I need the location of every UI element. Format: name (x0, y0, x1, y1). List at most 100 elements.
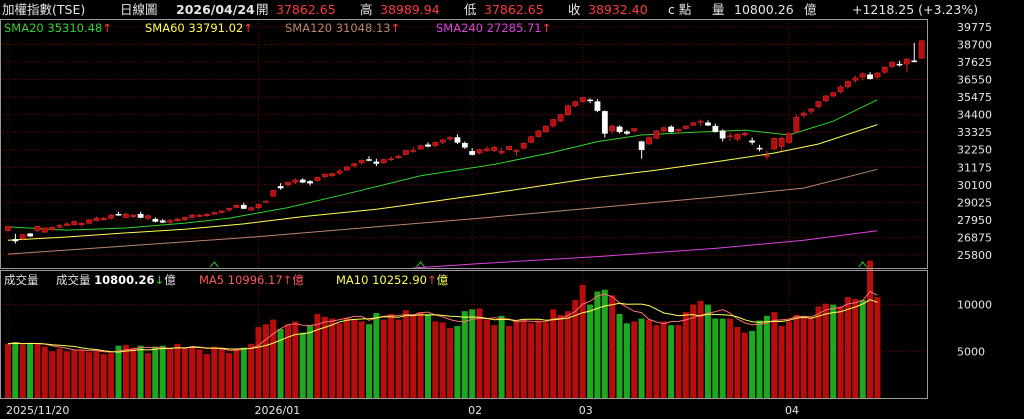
volume-bar (226, 353, 232, 398)
volume-bar (867, 260, 873, 398)
candle (314, 177, 321, 181)
candle (248, 207, 255, 211)
volume-bar (366, 324, 372, 398)
volume-bar (631, 321, 638, 398)
volume-bar (329, 318, 336, 398)
volume-value: 10800.26 (734, 2, 794, 17)
volume-bar (498, 315, 505, 398)
candle (380, 159, 387, 164)
volume-bar (100, 354, 107, 398)
volume-bar (145, 353, 151, 398)
volume-axis: 5000 10000 (957, 299, 992, 359)
candle (115, 213, 122, 216)
candle (122, 213, 129, 218)
volume-bar (93, 351, 100, 398)
date-tick-label: 03 (579, 404, 593, 417)
arrow-up-icon: ↑ (282, 273, 293, 287)
candle (366, 159, 372, 161)
volume-bar (380, 319, 387, 398)
volume-bar (402, 310, 409, 398)
candle (756, 147, 763, 150)
volume-legend-unit: 億 (164, 273, 176, 287)
candle (12, 239, 19, 242)
candle (727, 135, 733, 138)
volume-bar (623, 323, 630, 398)
candlestick-series[interactable] (5, 39, 925, 244)
volume-legend: 成交量 10800.26↓億 (56, 273, 176, 287)
candle (137, 213, 144, 218)
volume-bar (653, 325, 660, 398)
candle (78, 222, 85, 225)
price-tick-label: 39775 (957, 21, 992, 34)
price-tick-label: 36550 (957, 74, 992, 87)
volume-bars[interactable] (5, 260, 881, 398)
candle (557, 114, 564, 122)
volume-bar (336, 323, 343, 398)
candle (852, 77, 859, 81)
candle (491, 147, 498, 151)
candle (336, 170, 343, 174)
candle (19, 234, 26, 239)
candle (587, 99, 593, 102)
candle (484, 148, 490, 151)
volume-bar (196, 349, 203, 398)
volume-bar (307, 325, 314, 398)
volume-bar (668, 325, 675, 398)
arrow-up-icon: ↑ (102, 21, 112, 35)
volume-bar (778, 326, 785, 398)
volume-bar (579, 285, 586, 398)
candle (130, 214, 137, 217)
arrow-up-icon: ↑ (390, 21, 401, 35)
candle (233, 204, 240, 208)
candle (27, 233, 34, 237)
price-panel-border (0, 19, 928, 269)
candle (867, 74, 873, 80)
candle (712, 125, 719, 133)
candle (771, 138, 778, 150)
volume-bar (159, 345, 166, 398)
volume-bar (137, 345, 144, 398)
volume-bar (844, 297, 851, 398)
close-unit: c 點 (668, 2, 692, 17)
sma120-label: SMA120 (285, 21, 333, 35)
sma20-legend: SMA20 35310.48↑ (4, 21, 112, 35)
signal-marker-icon (209, 261, 219, 268)
candle (299, 179, 306, 183)
volume-bar (425, 314, 431, 398)
candle (631, 128, 638, 132)
volume-bar (454, 326, 461, 398)
ma5-volume-line (7, 290, 878, 353)
candle (277, 186, 284, 189)
volume-bar (299, 332, 306, 398)
candle (432, 142, 439, 146)
candle (373, 161, 380, 164)
volume-bar (71, 350, 78, 398)
volume-bar (513, 321, 520, 398)
volume-bar (439, 322, 446, 398)
volume-bar (771, 312, 778, 398)
candle (903, 58, 910, 65)
candle (93, 217, 100, 221)
price-tick-label: 29025 (957, 196, 992, 209)
candle (351, 163, 358, 167)
volume-bar (550, 309, 557, 398)
volume-bar (233, 349, 240, 398)
volume-legend-value: 10800.26 (94, 273, 155, 287)
ma10-legend: MA10 10252.90↑億 (336, 273, 448, 287)
volume-bar (557, 314, 564, 398)
volume-bar (211, 346, 218, 398)
candle (565, 105, 571, 115)
candle (609, 125, 616, 132)
candle (889, 62, 896, 67)
volume-panel-label: 成交量 (4, 273, 39, 287)
volume-bar (78, 350, 85, 398)
volume-bar (49, 351, 56, 398)
volume-bar (321, 316, 328, 398)
candle (204, 213, 210, 217)
ma5-legend: MA5 10996.17↑億 (199, 273, 304, 287)
volume-bar (763, 315, 770, 398)
volume-bar (373, 313, 380, 398)
volume-bar (63, 351, 70, 398)
volume-bar (285, 324, 291, 398)
